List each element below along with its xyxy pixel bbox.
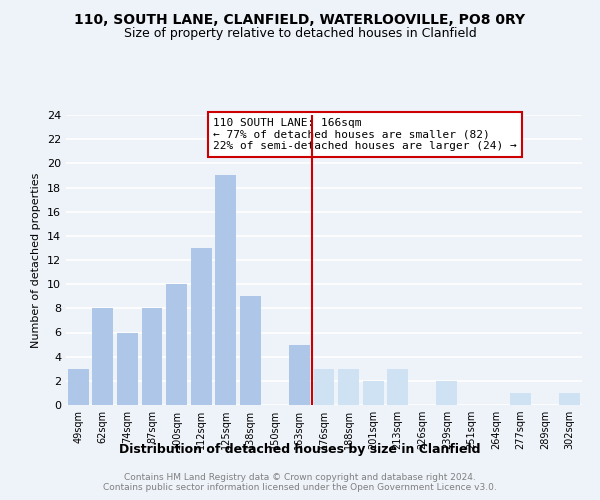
Bar (436, 381, 457, 405)
Bar (314, 369, 334, 405)
Bar (387, 369, 408, 405)
Bar (68, 369, 89, 405)
Bar (92, 308, 113, 405)
Bar (142, 308, 163, 405)
Bar (338, 369, 359, 405)
Text: Size of property relative to detached houses in Clanfield: Size of property relative to detached ho… (124, 28, 476, 40)
Bar (362, 381, 383, 405)
Bar (166, 284, 187, 405)
Bar (215, 176, 236, 405)
Bar (117, 332, 138, 405)
Bar (559, 393, 580, 405)
Text: Contains HM Land Registry data © Crown copyright and database right 2024.
Contai: Contains HM Land Registry data © Crown c… (103, 472, 497, 492)
Bar (191, 248, 212, 405)
Text: Distribution of detached houses by size in Clanfield: Distribution of detached houses by size … (119, 442, 481, 456)
Text: 110 SOUTH LANE: 166sqm
← 77% of detached houses are smaller (82)
22% of semi-det: 110 SOUTH LANE: 166sqm ← 77% of detached… (213, 118, 517, 151)
Text: 110, SOUTH LANE, CLANFIELD, WATERLOOVILLE, PO8 0RY: 110, SOUTH LANE, CLANFIELD, WATERLOOVILL… (74, 12, 526, 26)
Bar (510, 393, 531, 405)
Bar (289, 344, 310, 405)
Y-axis label: Number of detached properties: Number of detached properties (31, 172, 41, 348)
Bar (240, 296, 261, 405)
